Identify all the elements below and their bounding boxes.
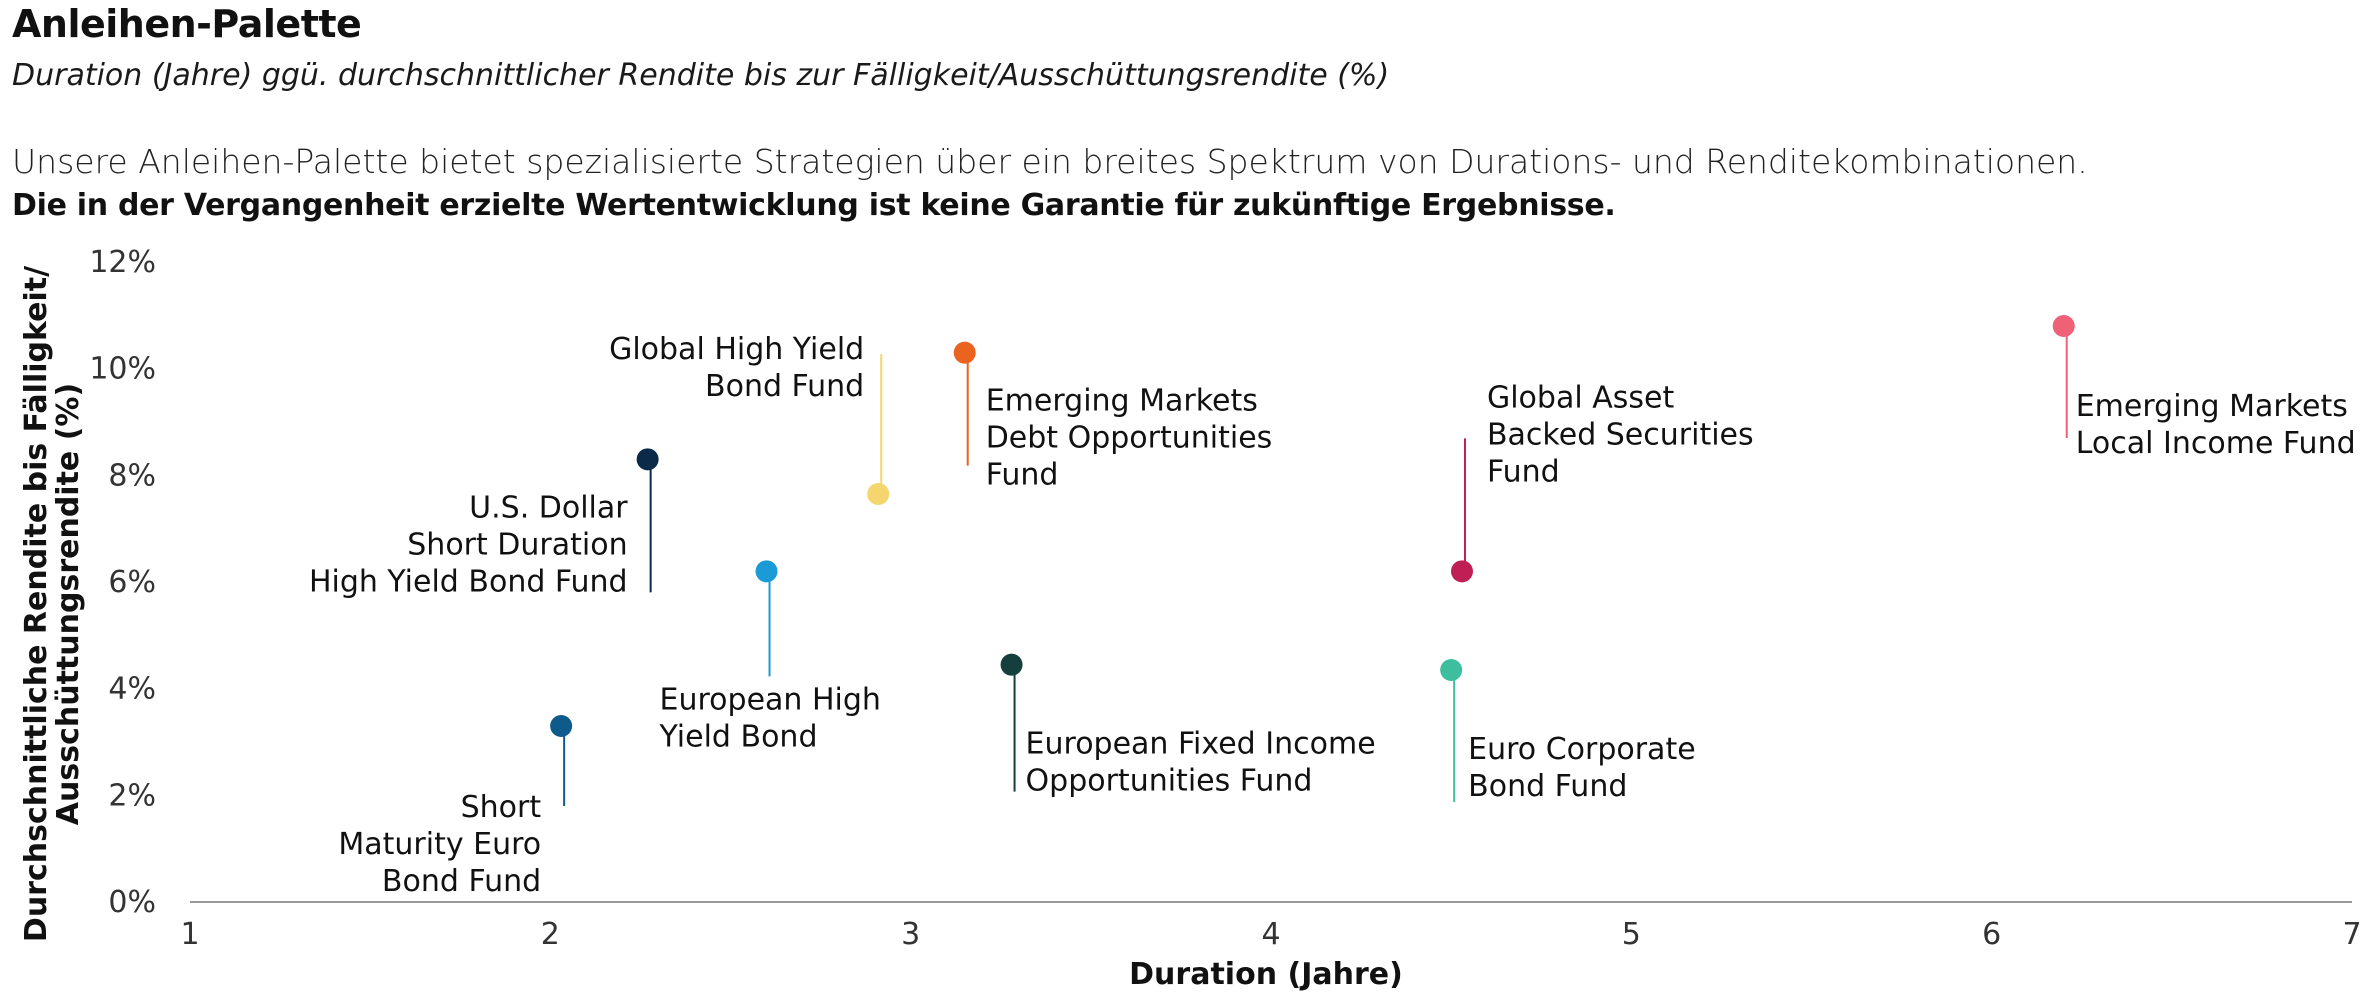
point-label: U.S. Dollar Short Duration High Yield Bond… [309,490,628,599]
point-label-line: Yield Bond [659,719,818,754]
point-label: European Fixed Income Opportunities Fund [1026,727,1376,799]
y-axis-title: Durchschnittliche Rendite bis Fälligkeit… [19,266,86,942]
point-label-line: Short Duration [407,527,627,562]
point-label-line: Debt Opportunities [986,421,1273,456]
point-marker [1000,653,1023,676]
x-tick-label: 2 [541,917,560,952]
point-label: Global Asset Backed Securities Fund [1487,380,1754,489]
point-marker [953,341,976,364]
point-label-line: Global Asset [1487,380,1674,415]
y-axis-title-line: Ausschüttungsrendite (%) [51,383,86,825]
x-tick-label: 5 [1622,917,1641,952]
point-label-line: Short [461,790,542,825]
point-marker [867,483,890,505]
data-point: Short Maturity Euro Bond Fund [338,715,573,899]
point-marker [755,560,778,583]
y-tick-label: 0% [108,885,156,920]
point-label: Emerging Markets Debt Opportunities Fund [986,384,1273,493]
y-tick-label: 12% [89,245,156,280]
y-tick-label: 10% [89,352,156,387]
point-label: Emerging Markets Local Income Fund [2076,389,2356,461]
point-label: Global High Yield Bond Fund [609,332,864,404]
data-point: Global High Yield Bond Fund [609,332,890,505]
data-point: Euro Corporate Bond Fund [1440,659,1696,804]
point-label: European High Yield Bond [659,682,881,754]
y-axis-title-line: Durchschnittliche Rendite bis Fälligkeit… [19,266,54,942]
data-point: Emerging Markets Local Income Fund [2052,315,2356,461]
data-point: European High Yield Bond [659,560,881,754]
point-label-line: Emerging Markets [2076,389,2348,424]
point-label-line: Bond Fund [1468,769,1627,804]
point-label-line: Backed Securities [1487,417,1754,452]
disclaimer-text: Die in der Vergangenheit erzielte Werten… [12,188,1616,223]
point-label-line: Local Income Fund [2076,426,2356,461]
point-label: Short Maturity Euro Bond Fund [338,790,541,899]
data-point: Emerging Markets Debt Opportunities Fund [953,341,1273,493]
point-marker [550,715,573,737]
x-axis-title: Duration (Jahre) [1129,957,1403,992]
y-tick-label: 8% [108,458,156,493]
point-label-line: Maturity Euro [338,827,541,862]
point-label-line: U.S. Dollar [469,490,628,525]
page-title: Anleihen-Palette [12,2,362,46]
point-label-line: Opportunities Fund [1026,764,1313,799]
point-label-line: European High [660,682,881,717]
page-subtitle: Duration (Jahre) ggü. durchschnittlicher… [12,58,1390,93]
point-label-line: Euro Corporate [1468,732,1696,767]
x-tick-label: 6 [1982,917,2001,952]
x-tick-label: 4 [1261,917,1280,952]
point-label-line: Fund [1487,454,1560,489]
point-label-line: Global High Yield [609,332,864,367]
x-tick-label: 7 [2342,917,2361,952]
intro-text: Unsere Anleihen-Palette bietet spezialis… [12,142,2088,181]
point-label-line: Emerging Markets [986,384,1258,419]
point-label-line: High Yield Bond Fund [309,564,628,599]
point-marker [1450,560,1473,583]
point-marker [1440,659,1463,681]
data-point: European Fixed Income Opportunities Fund [1000,653,1376,799]
point-marker [636,448,659,471]
x-tick-label: 1 [180,917,199,952]
point-label-line: Bond Fund [382,864,541,899]
data-point: Global Asset Backed Securities Fund [1450,380,1754,583]
point-label-line: Fund [986,458,1059,493]
y-tick-label: 2% [108,778,156,813]
chart-axes: 1 2 3 4 5 6 7 0% 2% 4% 6% 8% 10% 12% Duration (Jahre) D… [19,245,2362,992]
point-marker [2052,315,2075,337]
point-label-line: Bond Fund [705,369,864,404]
point-label: Euro Corporate Bond Fund [1468,732,1696,804]
data-point: U.S. Dollar Short Duration High Yield Bond… [309,448,659,599]
y-tick-label: 4% [108,672,156,707]
point-label-line: European Fixed Income [1026,727,1376,762]
x-tick-label: 3 [901,917,920,952]
y-tick-label: 6% [108,565,156,600]
